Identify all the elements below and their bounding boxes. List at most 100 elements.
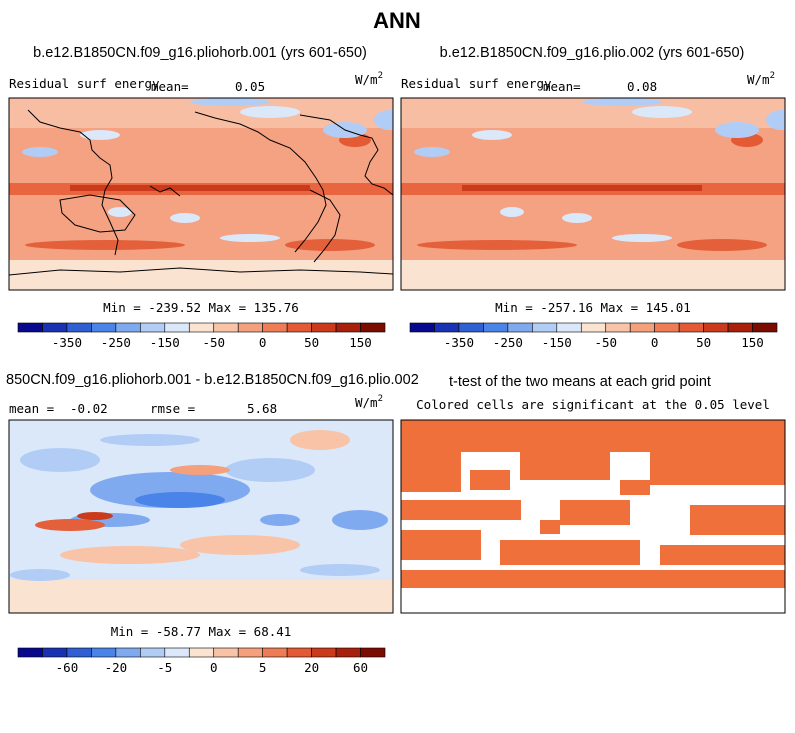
colorbar-tick-label: 20	[304, 660, 319, 675]
colorbar-swatch	[335, 647, 361, 658]
colorbar-swatch	[605, 322, 631, 333]
mean-label: mean=	[151, 79, 189, 94]
colorbar-tick-label: -150	[542, 335, 572, 350]
variable-label: Residual surf energy	[9, 76, 160, 91]
map-field	[401, 98, 785, 290]
colorbar-tick-label: 50	[304, 335, 319, 350]
colorbar-swatch	[66, 647, 92, 658]
figure-title: ANN	[373, 8, 421, 33]
colorbar-swatch	[654, 322, 680, 333]
colorbar-tick-label: -60	[56, 660, 79, 675]
colorbar-swatch	[140, 647, 166, 658]
colorbar-tick-label: 0	[651, 335, 659, 350]
map-frame	[400, 97, 786, 291]
colorbar-tick-label: -150	[150, 335, 180, 350]
colorbar-swatch	[703, 322, 729, 333]
colorbar-swatch	[91, 647, 117, 658]
colorbar-swatch	[42, 647, 68, 658]
colorbar-swatch	[311, 322, 337, 333]
colorbar: -350 -250 -150 -50 0 50 150	[17, 322, 386, 350]
units-label: W/m2	[355, 394, 383, 410]
colorbar-swatch	[629, 322, 655, 333]
colorbar-swatch	[532, 322, 558, 333]
colorbar-swatch	[409, 322, 435, 333]
units-exp: 2	[770, 71, 775, 81]
panel-case1: b.e12.B1850CN.f09_g16.pliohorb.001 (yrs …	[8, 45, 394, 350]
units-exp: 2	[378, 71, 383, 81]
colorbar-tick-label: 0	[210, 660, 218, 675]
colorbar-swatch	[678, 322, 704, 333]
panel-title: b.e12.B1850CN.f09_g16.plio.002 (yrs 601-…	[440, 45, 745, 61]
colorbar-swatch	[311, 647, 337, 658]
significance-field	[401, 420, 785, 613]
map-frame	[8, 97, 394, 291]
mean-value: 0.05	[235, 79, 265, 94]
colorbar-swatch	[483, 322, 509, 333]
colorbar-swatch	[262, 322, 288, 333]
colorbar-swatch	[213, 647, 239, 658]
colorbar-swatch	[360, 322, 386, 333]
stats-label: Min = -58.77 Max = 68.41	[111, 624, 292, 639]
panel-title: t-test of the two means at each grid poi…	[449, 374, 711, 390]
colorbar-swatch	[237, 322, 263, 333]
colorbar-tick-label: 5	[259, 660, 267, 675]
colorbar-swatch	[115, 647, 141, 658]
units-base: W/m	[355, 395, 378, 410]
colorbar-swatch	[66, 322, 92, 333]
coastlines	[9, 109, 393, 276]
colorbar: -60 -20 -5 0 5 20 60	[17, 647, 386, 675]
colorbar-swatch	[286, 647, 312, 658]
stats-label: Min = -257.16 Max = 145.01	[495, 300, 691, 315]
colorbar-swatch	[91, 322, 117, 333]
colorbar-swatch	[262, 647, 288, 658]
colorbar-tick-label: -50	[594, 335, 617, 350]
units-base: W/m	[355, 72, 378, 87]
colorbar-tick-label: 50	[696, 335, 711, 350]
colorbar-swatch	[360, 647, 386, 658]
colorbar-swatch	[286, 322, 312, 333]
panel-case2: b.e12.B1850CN.f09_g16.plio.002 (yrs 601-…	[400, 45, 786, 350]
variable-label: Residual surf energy	[401, 76, 552, 91]
colorbar-tick-label: -350	[444, 335, 474, 350]
mean-label: mean=	[543, 79, 581, 94]
colorbar-tick-label: -20	[105, 660, 128, 675]
colorbar-tick-label: -250	[493, 335, 523, 350]
colorbar-swatch	[580, 322, 607, 333]
colorbar-tick-label: 150	[349, 335, 372, 350]
units-exp: 2	[378, 394, 383, 404]
colorbar-swatch	[115, 322, 141, 333]
panel-ttest: t-test of the two means at each grid poi…	[400, 374, 786, 614]
colorbar-swatch	[458, 322, 484, 333]
panel-title: 850CN.f09_g16.pliohorb.001 - b.e12.B1850…	[6, 372, 419, 388]
colorbar-swatch	[507, 322, 533, 333]
colorbar-swatch	[556, 322, 582, 333]
colorbar-tick-label: 0	[259, 335, 267, 350]
mean-value: 0.08	[627, 79, 657, 94]
map-frame	[8, 419, 394, 614]
map-field	[9, 98, 393, 290]
stats-label: Min = -239.52 Max = 135.76	[103, 300, 299, 315]
panel-subtitle: Colored cells are significant at the 0.0…	[416, 397, 770, 412]
colorbar-swatch	[727, 322, 753, 333]
panel-difference: 850CN.f09_g16.pliohorb.001 - b.e12.B1850…	[6, 372, 419, 675]
colorbar-swatch	[17, 322, 43, 333]
units-label: W/m2	[355, 71, 383, 87]
colorbar-tick-label: 60	[353, 660, 368, 675]
map-frame	[400, 419, 786, 614]
colorbar-tick-label: -50	[202, 335, 225, 350]
colorbar-tick-label: -350	[52, 335, 82, 350]
colorbar-tick-label: -250	[101, 335, 131, 350]
colorbar-swatch	[140, 322, 166, 333]
colorbar-swatch	[42, 322, 68, 333]
rmse-label: rmse =	[150, 401, 195, 416]
colorbar-tick-label: -5	[157, 660, 172, 675]
colorbar-swatch	[188, 647, 215, 658]
colorbar-swatch	[17, 647, 43, 658]
colorbar-swatch	[752, 322, 778, 333]
colorbar-swatch	[164, 647, 190, 658]
significant-cells	[401, 420, 785, 588]
panel-title: b.e12.B1850CN.f09_g16.pliohorb.001 (yrs …	[33, 45, 367, 61]
mean-label: mean =	[9, 401, 54, 416]
colorbar-swatch	[335, 322, 361, 333]
